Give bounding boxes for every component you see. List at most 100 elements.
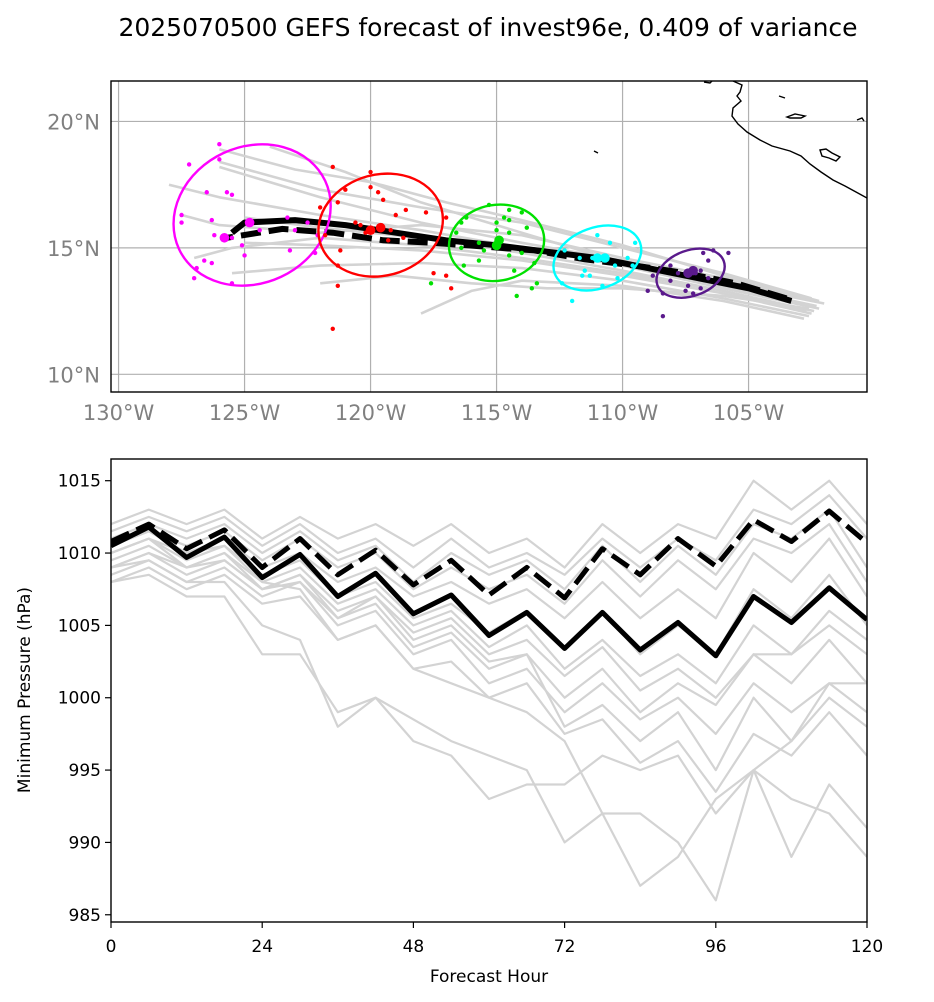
member-position-dot <box>368 169 373 175</box>
pressure-plot-frame <box>110 458 868 923</box>
member-position-dot <box>595 233 600 238</box>
member-position-dot <box>443 215 449 220</box>
member-position-dot <box>285 215 290 220</box>
member-pressure-line <box>111 559 867 772</box>
member-position-dot <box>179 212 184 218</box>
member-position-dot <box>512 268 517 273</box>
member-position-dot <box>685 283 691 289</box>
forecast-period-cluster <box>428 202 546 299</box>
member-position-dot <box>506 207 512 213</box>
member-position-dot <box>330 164 335 170</box>
member-track <box>420 279 805 320</box>
lat-tick-label: 15°N <box>47 237 100 261</box>
member-position-dot <box>443 273 449 278</box>
forecast-period-clusters <box>172 142 731 331</box>
map-tick-labels: 130°W 125°W 120°W 115°W 110°W 105°W 10°N 15°N 20… <box>47 110 784 425</box>
x-tick-label: 120 <box>851 937 883 957</box>
member-position-dot <box>625 255 630 261</box>
member-position-dot <box>292 227 298 233</box>
x-tick-label: 24 <box>251 937 273 957</box>
lat-tick-label: 10°N <box>47 363 100 387</box>
member-position-dot <box>481 248 487 253</box>
member-position-dot <box>461 263 466 268</box>
member-position-dot <box>459 245 464 251</box>
member-position-dot <box>335 283 340 289</box>
member-position-dot <box>668 278 673 283</box>
member-position-dot <box>706 276 711 281</box>
uncertainty-ellipse <box>552 224 643 292</box>
lon-tick-label: 130°W <box>83 401 155 425</box>
member-position-dot <box>668 263 673 268</box>
y-tick-label: 1000 <box>58 689 101 709</box>
member-position-dot <box>428 281 434 286</box>
mean-position-dot <box>592 253 603 263</box>
member-position-dot <box>476 258 482 263</box>
member-position-dot <box>239 243 245 248</box>
uncertainty-ellipse <box>655 247 726 299</box>
member-position-dot <box>386 238 391 243</box>
map-frame <box>110 80 868 393</box>
member-position-dot <box>698 268 703 273</box>
member-position-dot <box>212 233 217 238</box>
member-position-dot <box>476 240 482 246</box>
member-position-dot <box>229 192 235 197</box>
member-pressure-line <box>111 544 867 685</box>
mean-pressure-dashed <box>111 508 867 601</box>
member-position-dot <box>683 288 688 294</box>
member-position-dot <box>242 253 247 258</box>
member-position-dot <box>690 291 696 296</box>
member-position-dot <box>401 235 406 240</box>
member-position-dot <box>514 293 519 299</box>
mean-position-dot <box>375 222 386 233</box>
member-position-dot <box>524 225 529 230</box>
mean-position-dot <box>600 253 610 263</box>
member-position-dot <box>494 227 499 233</box>
member-position-dot <box>423 210 429 215</box>
y-tick-label: 990 <box>69 833 101 853</box>
member-position-dot <box>650 273 655 278</box>
mean-position-dot <box>688 265 698 276</box>
member-position-dot <box>607 240 613 246</box>
member-position-dot <box>305 220 310 225</box>
y-axis-label: Minimum Pressure (hPa) <box>15 587 35 793</box>
chart-title: 2025070500 GEFS forecast of invest96e, 0… <box>118 13 857 42</box>
member-position-dot <box>229 235 235 240</box>
member-position-dot <box>191 276 197 281</box>
member-position-dot <box>380 197 386 203</box>
member-position-dot <box>204 190 209 195</box>
y-tick-label: 1015 <box>58 472 101 492</box>
member-position-dot <box>431 270 436 276</box>
member-position-dot <box>726 250 731 256</box>
member-position-dot <box>615 276 620 281</box>
member-position-dot <box>562 248 567 253</box>
uncertainty-ellipse <box>172 143 332 287</box>
member-position-dot <box>632 240 638 246</box>
mean-position-dot <box>219 232 230 243</box>
member-position-dot <box>645 288 650 294</box>
member-position-dot <box>317 205 323 210</box>
member-pressure-line <box>111 494 867 576</box>
member-position-dot <box>587 273 592 278</box>
member-position-dot <box>701 250 706 256</box>
member-position-dot <box>449 286 454 291</box>
member-position-dot <box>506 217 512 223</box>
member-position-dot <box>179 220 184 225</box>
x-tick-label: 72 <box>554 937 576 957</box>
pressure-mean-lines <box>111 508 867 659</box>
track-map-panel: 130°W 125°W 120°W 115°W 110°W 105°W 10°N 15°N 20… <box>47 80 868 425</box>
member-position-dot <box>501 215 507 220</box>
mean-position-dot <box>365 225 376 235</box>
member-position-dot <box>403 207 409 213</box>
pressure-panel: 0 24 48 72 96 120 985 990 995 1000 1005 1010 1015 Fo… <box>15 458 883 987</box>
member-position-dot <box>660 313 666 319</box>
member-position-dot <box>257 227 262 233</box>
member-position-dot <box>186 162 192 167</box>
member-position-dot <box>519 250 524 256</box>
member-position-dot <box>343 187 348 192</box>
member-position-dot <box>519 210 524 215</box>
member-pressure-line <box>111 537 867 699</box>
member-position-dot <box>580 273 585 278</box>
member-position-dot <box>287 248 293 253</box>
lon-tick-label: 110°W <box>587 401 659 425</box>
